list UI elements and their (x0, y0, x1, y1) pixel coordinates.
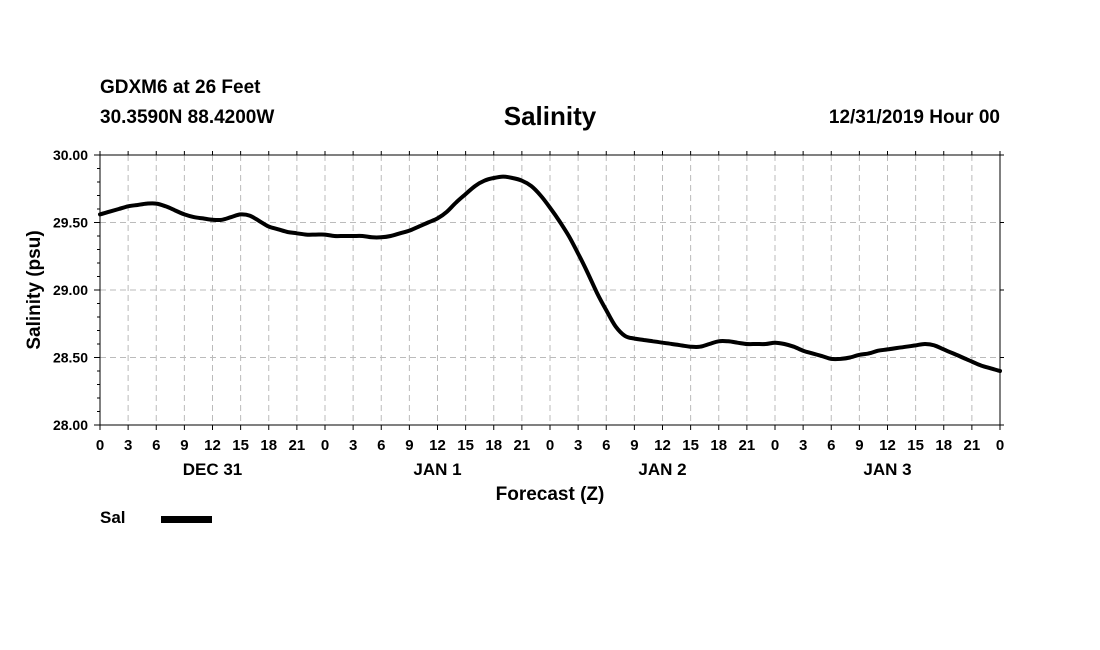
x-tick-label: 6 (827, 437, 835, 454)
x-tick-label: 15 (232, 437, 249, 454)
x-tick-label: 21 (289, 437, 306, 454)
legend-swatch-sal (161, 516, 212, 523)
x-tick-label: 12 (204, 437, 221, 454)
day-label: JAN 2 (638, 460, 686, 479)
x-tick-label: 6 (602, 437, 610, 454)
day-label: DEC 31 (183, 460, 243, 479)
x-tick-label: 9 (405, 437, 413, 454)
x-tick-label: 18 (260, 437, 277, 454)
y-tick-label: 30.00 (53, 147, 88, 163)
x-tick-label: 21 (964, 437, 981, 454)
y-tick-label: 29.50 (53, 215, 88, 231)
grid-lines (100, 155, 1000, 425)
x-axis-label: Forecast (Z) (496, 484, 605, 505)
x-tick-label: 0 (546, 437, 554, 454)
x-axis-tick-labels: 0 3 6 9 12 15 18 21 0 3 6 9 12 15 18 21 0 3 6 9 12 15 18 21 0 3 6 9… (96, 437, 1004, 454)
x-tick-label: 0 (996, 437, 1004, 454)
series-line-sal (98, 174, 1002, 373)
legend-label-sal: Sal (100, 508, 126, 527)
x-tick-label: 18 (935, 437, 952, 454)
x-tick-label: 0 (96, 437, 104, 454)
x-tick-label: 18 (485, 437, 502, 454)
station-label: GDXM6 at 26 Feet (100, 77, 261, 98)
x-tick-label: 15 (907, 437, 924, 454)
y-axis-label: Salinity (psu) (24, 230, 45, 349)
day-labels: DEC 31 JAN 1 JAN 2 JAN 3 (183, 460, 912, 479)
forecast-datestamp: 12/31/2019 Hour 00 (828, 107, 1000, 128)
axis-ticks (94, 151, 1004, 430)
x-tick-label: 15 (457, 437, 474, 454)
x-tick-label: 0 (771, 437, 779, 454)
x-tick-label: 3 (349, 437, 357, 454)
x-tick-label: 21 (739, 437, 756, 454)
x-tick-label: 12 (879, 437, 896, 454)
y-tick-label: 28.00 (53, 417, 88, 433)
station-coordinates: 30.3590N 88.4200W (100, 107, 275, 128)
chart-title: Salinity (503, 101, 597, 131)
x-tick-label: 9 (630, 437, 638, 454)
x-tick-label: 18 (710, 437, 727, 454)
x-tick-label: 3 (799, 437, 807, 454)
x-tick-label: 12 (654, 437, 671, 454)
x-tick-label: 3 (574, 437, 582, 454)
x-tick-label: 6 (152, 437, 160, 454)
x-tick-label: 9 (855, 437, 863, 454)
day-label: JAN 1 (413, 460, 461, 479)
y-axis-tick-labels: 28.00 28.50 29.00 29.50 30.00 (53, 147, 88, 433)
day-label: JAN 3 (863, 460, 911, 479)
y-tick-label: 28.50 (53, 350, 88, 366)
x-tick-label: 12 (429, 437, 446, 454)
x-tick-label: 0 (321, 437, 329, 454)
x-tick-label: 15 (682, 437, 699, 454)
x-tick-label: 3 (124, 437, 132, 454)
x-tick-label: 6 (377, 437, 385, 454)
x-tick-label: 21 (514, 437, 531, 454)
y-tick-label: 29.00 (53, 282, 88, 298)
x-tick-label: 9 (180, 437, 188, 454)
